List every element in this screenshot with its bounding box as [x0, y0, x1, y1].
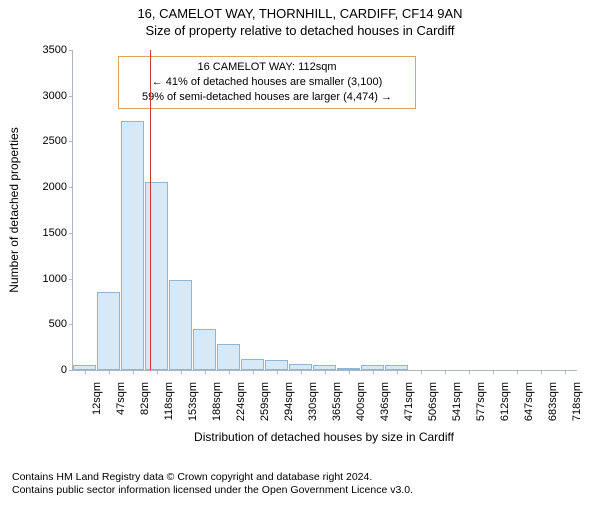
- subject-marker-line: [150, 50, 151, 370]
- x-tick-label: 365sqm: [331, 376, 343, 430]
- histogram-bar: [169, 280, 192, 370]
- y-axis-label: Number of detached properties: [7, 127, 21, 292]
- histogram-bar: [241, 359, 264, 370]
- x-tick-mark: [157, 370, 158, 374]
- y-tick-label: 1500: [43, 227, 73, 239]
- x-tick-label: 12sqm: [91, 376, 103, 430]
- histogram-bar: [97, 292, 120, 370]
- x-tick-mark: [397, 370, 398, 374]
- x-tick-mark: [253, 370, 254, 374]
- y-tick-label: 0: [61, 364, 73, 376]
- x-tick-label: 541sqm: [451, 376, 463, 430]
- footer-line: Contains HM Land Registry data © Crown c…: [12, 471, 413, 485]
- x-tick-mark: [517, 370, 518, 374]
- x-tick-mark: [493, 370, 494, 374]
- x-tick-label: 436sqm: [379, 376, 391, 430]
- histogram-bar: [265, 360, 288, 370]
- x-tick-label: 294sqm: [283, 376, 295, 430]
- y-tick-label: 500: [49, 318, 73, 330]
- x-tick-mark: [85, 370, 86, 374]
- x-tick-mark: [373, 370, 374, 374]
- chart-title-main: 16, CAMELOT WAY, THORNHILL, CARDIFF, CF1…: [0, 6, 600, 22]
- x-tick-label: 188sqm: [211, 376, 223, 430]
- footer-line: Contains public sector information licen…: [12, 484, 413, 498]
- x-tick-label: 471sqm: [403, 376, 415, 430]
- histogram-bar: [217, 344, 240, 370]
- x-tick-mark: [229, 370, 230, 374]
- x-tick-label: 153sqm: [187, 376, 199, 430]
- y-tick-label: 1000: [43, 273, 73, 285]
- x-tick-mark: [205, 370, 206, 374]
- x-tick-mark: [277, 370, 278, 374]
- x-tick-label: 259sqm: [259, 376, 271, 430]
- x-tick-mark: [109, 370, 110, 374]
- x-tick-mark: [349, 370, 350, 374]
- footer-attribution: Contains HM Land Registry data © Crown c…: [12, 471, 413, 498]
- x-tick-label: 330sqm: [307, 376, 319, 430]
- x-tick-label: 82sqm: [139, 376, 151, 430]
- x-tick-label: 577sqm: [475, 376, 487, 430]
- x-tick-mark: [325, 370, 326, 374]
- x-tick-label: 683sqm: [547, 376, 559, 430]
- chart-title-sub: Size of property relative to detached ho…: [0, 23, 600, 39]
- plot-area: 050010001500200025003000350012sqm47sqm82…: [72, 50, 577, 371]
- y-tick-label: 3000: [43, 90, 73, 102]
- x-tick-label: 47sqm: [115, 376, 127, 430]
- histogram-bar: [145, 182, 168, 370]
- x-tick-mark: [541, 370, 542, 374]
- histogram-bar: [193, 329, 216, 370]
- x-tick-label: 718sqm: [571, 376, 583, 430]
- x-tick-label: 400sqm: [355, 376, 367, 430]
- x-tick-mark: [445, 370, 446, 374]
- x-tick-label: 647sqm: [523, 376, 535, 430]
- y-tick-label: 3500: [43, 44, 73, 56]
- x-tick-mark: [133, 370, 134, 374]
- x-tick-label: 612sqm: [499, 376, 511, 430]
- x-axis-label: Distribution of detached houses by size …: [194, 430, 454, 444]
- x-tick-label: 118sqm: [163, 376, 175, 430]
- y-tick-label: 2000: [43, 181, 73, 193]
- x-tick-mark: [565, 370, 566, 374]
- x-tick-label: 506sqm: [427, 376, 439, 430]
- histogram-bar: [121, 121, 144, 370]
- y-tick-label: 2500: [43, 135, 73, 147]
- x-tick-mark: [469, 370, 470, 374]
- x-tick-mark: [301, 370, 302, 374]
- x-tick-label: 224sqm: [235, 376, 247, 430]
- x-tick-mark: [181, 370, 182, 374]
- x-tick-mark: [421, 370, 422, 374]
